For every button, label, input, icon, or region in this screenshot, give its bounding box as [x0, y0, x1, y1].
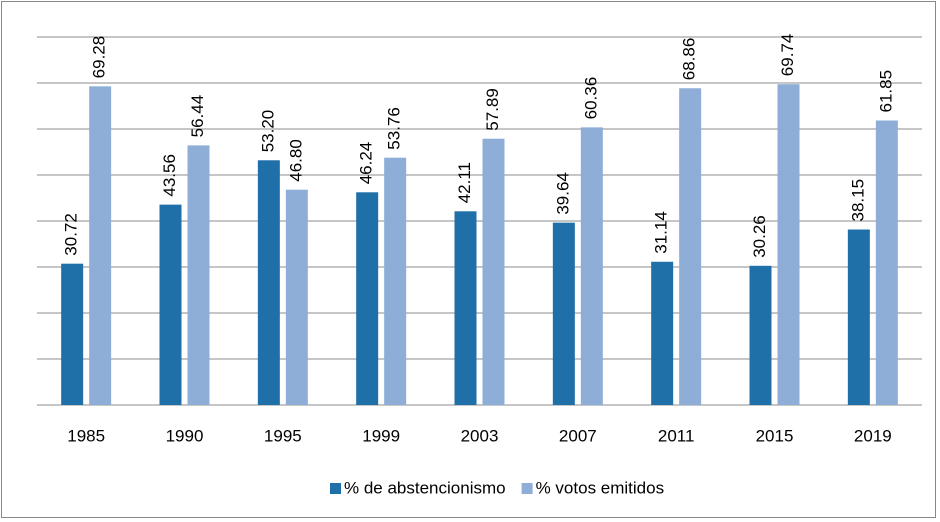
value-label: 46.24	[357, 142, 376, 185]
bar	[61, 263, 84, 405]
bar	[749, 265, 772, 405]
bar	[777, 84, 800, 406]
value-label: 43.56	[160, 154, 179, 197]
value-label: 61.85	[876, 70, 895, 113]
value-label: 46.80	[286, 139, 305, 182]
value-label: 38.15	[848, 179, 867, 222]
value-label: 69.28	[90, 36, 109, 79]
x-tick-label: 2011	[658, 426, 695, 445]
bar	[89, 86, 112, 405]
value-label: 53.20	[258, 110, 277, 153]
x-tick-label: 2015	[756, 426, 794, 445]
bar	[875, 120, 898, 406]
bar	[651, 261, 674, 405]
bar	[356, 192, 379, 405]
value-label: 39.64	[553, 172, 572, 215]
legend-label: % votos emitidos	[536, 478, 665, 497]
value-label: 53.76	[385, 107, 404, 150]
bar	[482, 138, 505, 405]
value-label: 31.14	[652, 211, 671, 254]
legend-label: % de abstencionismo	[344, 478, 506, 497]
value-label: 42.11	[455, 162, 474, 203]
legend-swatch	[330, 483, 341, 494]
bar	[384, 157, 407, 405]
bar	[454, 211, 477, 405]
x-tick-label: 2019	[854, 426, 892, 445]
bar	[159, 204, 182, 405]
bar	[552, 222, 575, 405]
x-tick-label: 1999	[362, 426, 400, 445]
x-tick-label: 2003	[461, 426, 499, 445]
x-tick-label: 2007	[559, 426, 597, 445]
legend-swatch	[521, 483, 533, 494]
value-label: 30.72	[62, 213, 81, 256]
value-label: 69.74	[778, 34, 797, 77]
bar	[187, 145, 210, 405]
x-tick-label: 1990	[166, 426, 204, 445]
value-label: 57.89	[483, 88, 502, 131]
value-label: 56.44	[188, 95, 207, 138]
x-tick-label: 1995	[264, 426, 302, 445]
value-label: 60.36	[581, 77, 600, 120]
bar	[285, 189, 308, 405]
bar	[679, 88, 702, 405]
x-tick-label: 1985	[67, 426, 105, 445]
bar	[580, 127, 603, 406]
bar	[847, 229, 870, 405]
value-label: 68.86	[680, 38, 699, 81]
bar	[257, 160, 280, 405]
value-label: 30.26	[750, 215, 769, 258]
